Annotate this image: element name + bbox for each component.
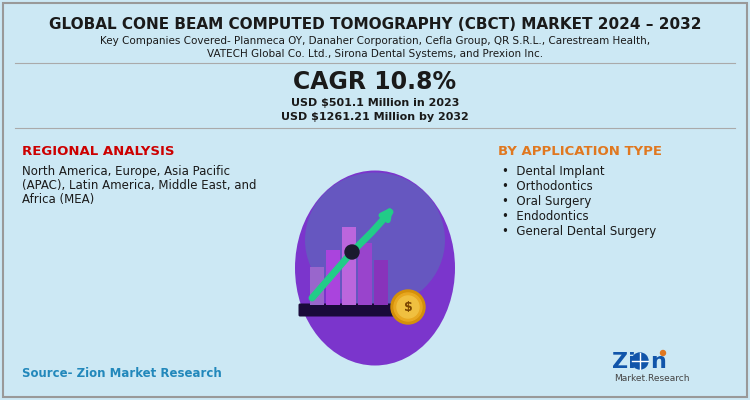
Text: USD $501.1 Million in 2023: USD $501.1 Million in 2023 xyxy=(291,98,459,108)
Bar xyxy=(358,243,372,305)
Ellipse shape xyxy=(305,172,445,308)
Text: REGIONAL ANALYSIS: REGIONAL ANALYSIS xyxy=(22,145,175,158)
Text: •  Dental Implant: • Dental Implant xyxy=(502,165,605,178)
Text: BY APPLICATION TYPE: BY APPLICATION TYPE xyxy=(498,145,662,158)
Text: Africa (MEA): Africa (MEA) xyxy=(22,193,94,206)
Text: n: n xyxy=(650,352,666,372)
Circle shape xyxy=(397,296,419,318)
Circle shape xyxy=(394,293,422,321)
Bar xyxy=(342,227,356,305)
Bar xyxy=(310,267,324,305)
Text: VATECH Global Co. Ltd., Sirona Dental Systems, and Prexion Inc.: VATECH Global Co. Ltd., Sirona Dental Sy… xyxy=(207,49,543,59)
FancyBboxPatch shape xyxy=(298,304,401,316)
Text: •  Orthodontics: • Orthodontics xyxy=(502,180,592,193)
Text: •  General Dental Surgery: • General Dental Surgery xyxy=(502,225,656,238)
Circle shape xyxy=(345,245,359,259)
Text: Market.Research: Market.Research xyxy=(614,374,689,383)
Text: USD $1261.21 Million by 2032: USD $1261.21 Million by 2032 xyxy=(281,112,469,122)
Text: (APAC), Latin America, Middle East, and: (APAC), Latin America, Middle East, and xyxy=(22,179,256,192)
Circle shape xyxy=(632,353,648,369)
Text: •  Oral Surgery: • Oral Surgery xyxy=(502,195,591,208)
Bar xyxy=(374,260,388,305)
Text: Source- Zion Market Research: Source- Zion Market Research xyxy=(22,367,222,380)
Text: Zi: Zi xyxy=(612,352,636,372)
Circle shape xyxy=(391,290,425,324)
Text: GLOBAL CONE BEAM COMPUTED TOMOGRAPHY (CBCT) MARKET 2024 – 2032: GLOBAL CONE BEAM COMPUTED TOMOGRAPHY (CB… xyxy=(49,17,701,32)
Text: CAGR 10.8%: CAGR 10.8% xyxy=(293,70,457,94)
Text: $: $ xyxy=(404,300,412,314)
Bar xyxy=(326,250,340,305)
Text: Key Companies Covered- Planmeca OY, Danaher Corporation, Cefla Group, QR S.R.L.,: Key Companies Covered- Planmeca OY, Dana… xyxy=(100,36,650,46)
Text: North America, Europe, Asia Pacific: North America, Europe, Asia Pacific xyxy=(22,165,230,178)
Ellipse shape xyxy=(295,170,455,366)
Circle shape xyxy=(661,350,665,356)
Text: •  Endodontics: • Endodontics xyxy=(502,210,589,223)
